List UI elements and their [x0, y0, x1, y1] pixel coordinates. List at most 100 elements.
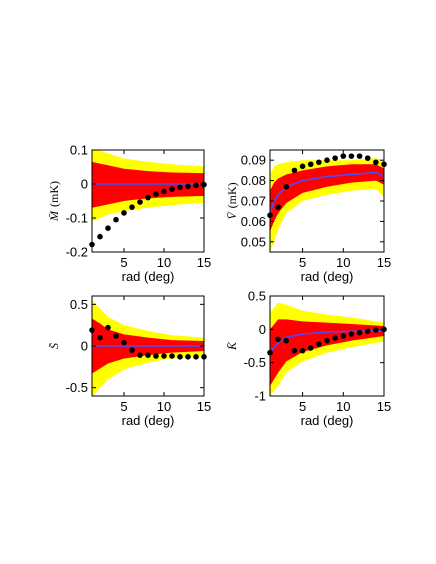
- x-tick-label: 5: [120, 399, 127, 414]
- y-tick-label: 0.5: [248, 289, 266, 304]
- data-point: [283, 337, 290, 344]
- data-point: [177, 184, 183, 191]
- data-point: [193, 354, 199, 360]
- data-point: [161, 188, 167, 195]
- data-point: [193, 182, 199, 189]
- plot-area: [270, 302, 384, 396]
- data-point: [169, 186, 175, 192]
- y-tick-label: 0.09: [241, 153, 266, 168]
- axes-frame: [269, 295, 385, 397]
- data-point: [356, 329, 363, 336]
- data-point: [177, 354, 183, 360]
- y-tick-label: 0.1: [70, 143, 88, 158]
- data-point: [105, 225, 111, 231]
- data-point: [105, 324, 111, 331]
- plot-area: [92, 150, 204, 222]
- data-point: [137, 199, 143, 205]
- y-tick-label: 0.5: [70, 297, 88, 312]
- y-tick-label: 0.07: [241, 194, 266, 209]
- data-point: [275, 336, 281, 343]
- data-point: [129, 204, 135, 210]
- data-point: [137, 352, 143, 358]
- data-point: [332, 335, 338, 341]
- y-tick-label: 0: [81, 177, 88, 192]
- plot-area: [270, 158, 384, 252]
- x-tick-label: 10: [157, 399, 171, 414]
- x-tick-label: 5: [299, 255, 306, 270]
- data-point: [283, 183, 290, 190]
- mean-line: [270, 171, 384, 214]
- x-tick-label: 5: [299, 399, 306, 414]
- panel-V: 5 10 15 0.09 0.08 0.07 0.06 0.05 rad (deg) V̄(mK): [225, 149, 391, 284]
- x-axis-label: rad (deg): [301, 269, 354, 284]
- inner-band: [92, 161, 204, 208]
- data-point: [299, 163, 306, 170]
- data-point: [348, 331, 355, 337]
- y-tick-label: -0.5: [244, 355, 266, 370]
- data-point: [307, 161, 314, 168]
- data-point: [129, 347, 135, 353]
- data-point: [145, 194, 151, 201]
- y-tick-label: -0.1: [66, 211, 88, 226]
- y-axis-label: V̄(mK): [225, 182, 239, 219]
- plot-area: [92, 300, 204, 396]
- data-point: [324, 157, 330, 163]
- inner-band: [270, 319, 384, 386]
- data-point: [113, 216, 119, 223]
- data-point: [316, 341, 322, 347]
- data-point: [97, 233, 103, 240]
- data-point: [275, 204, 281, 210]
- inner-band: [270, 164, 384, 232]
- y-axis-label: K̄: [225, 341, 239, 351]
- y-axis-label: M̄(mK): [47, 181, 61, 222]
- data-point: [185, 354, 191, 360]
- data-point: [185, 183, 191, 190]
- axes-frame: [91, 149, 205, 253]
- x-axis-label: rad (deg): [301, 413, 354, 428]
- y-tick-label: -0.5: [66, 380, 88, 395]
- data-point: [332, 155, 338, 161]
- data-point: [299, 347, 306, 354]
- data-point: [153, 191, 159, 197]
- x-tick-label: 10: [157, 255, 171, 270]
- y-tick-label: 0.06: [241, 214, 266, 229]
- y-tick-label: 0: [81, 339, 88, 354]
- data-point: [121, 210, 127, 216]
- data-point: [153, 353, 159, 359]
- data-point: [307, 345, 314, 351]
- y-tick-label: -0.2: [66, 245, 88, 260]
- data-point: [364, 155, 371, 161]
- data-point: [291, 347, 298, 354]
- y-tick-label: 0.05: [241, 234, 266, 249]
- x-tick-label: 10: [336, 255, 350, 270]
- data-point: [373, 327, 379, 333]
- y-tick-label: 0.08: [241, 173, 266, 188]
- panel-S: 5 10 15 0.5 0 -0.5 rad (deg) S̄: [47, 295, 211, 428]
- x-tick-label: 15: [197, 255, 211, 270]
- data-point: [161, 353, 167, 359]
- data-point: [348, 153, 355, 159]
- x-axis-label: rad (deg): [122, 269, 175, 284]
- data-point: [97, 334, 103, 341]
- x-tick-label: 15: [377, 399, 391, 414]
- data-point: [113, 333, 119, 339]
- data-point: [145, 352, 151, 358]
- x-tick-label: 10: [336, 399, 350, 414]
- x-tick-label: 15: [197, 399, 211, 414]
- x-tick-label: 5: [120, 255, 127, 270]
- x-axis-label: rad (deg): [122, 413, 175, 428]
- x-tick-label: 15: [377, 255, 391, 270]
- y-tick-label: 0: [259, 322, 266, 337]
- data-point: [169, 353, 175, 359]
- data-point: [364, 328, 371, 335]
- data-point: [356, 153, 363, 159]
- data-point: [340, 153, 347, 159]
- data-point: [340, 333, 347, 339]
- panel-M: 5 10 15 0.1 0 -0.1 -0.2 rad (deg) M̄(mK): [47, 143, 211, 285]
- y-axis-label: S̄: [47, 343, 61, 349]
- data-point: [121, 339, 127, 346]
- panel-K: 5 10 15 0.5 0 -0.5 -1 rad (deg) K̄: [225, 289, 391, 429]
- data-point: [324, 337, 330, 344]
- data-point: [316, 159, 322, 166]
